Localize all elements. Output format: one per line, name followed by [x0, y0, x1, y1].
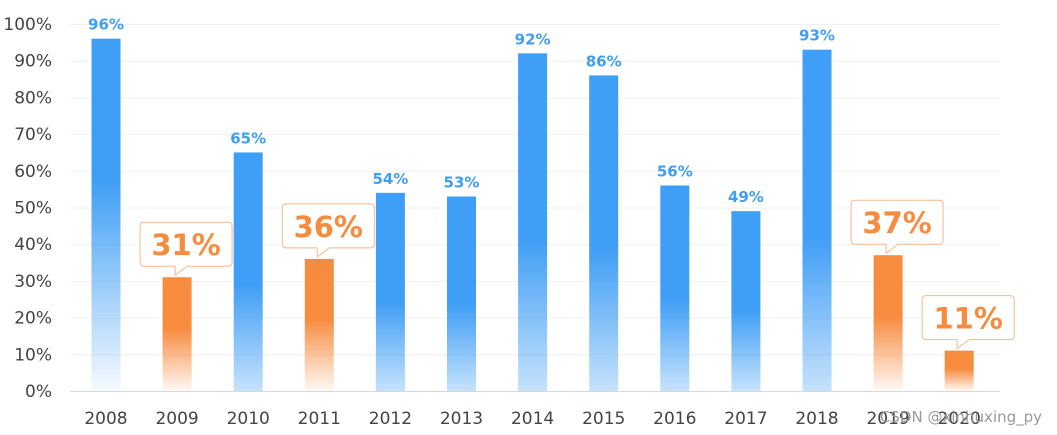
x-tick-label: 2019	[866, 409, 909, 429]
watermark: CSDN @xinhuxing_py	[880, 408, 1042, 427]
x-tick-label: 2017	[724, 409, 767, 429]
data-label: 56%	[657, 162, 693, 180]
bar	[91, 38, 121, 392]
x-tick-label: 2009	[155, 409, 198, 429]
x-tick-label: 2016	[653, 409, 696, 429]
y-tick-label: 100%	[3, 15, 52, 35]
data-label-highlighted: 11%	[933, 302, 1002, 336]
bar	[589, 75, 619, 391]
data-label-highlighted: 31%	[151, 228, 220, 262]
x-tick-label: 2018	[795, 409, 838, 429]
data-label: 96%	[88, 16, 124, 34]
data-label: 49%	[728, 188, 764, 206]
data-label: 54%	[372, 170, 408, 188]
bar-highlighted	[162, 277, 192, 391]
bars	[91, 38, 974, 392]
y-tick-label: 20%	[14, 309, 52, 329]
callout: 37%	[850, 199, 944, 255]
callout-box	[281, 203, 375, 258]
callout: 36%	[281, 203, 375, 258]
y-tick-label: 50%	[14, 199, 52, 219]
bar	[660, 185, 690, 391]
data-label-highlighted: 37%	[862, 206, 931, 240]
y-tick-label: 70%	[14, 125, 52, 145]
y-tick-label: 60%	[14, 162, 52, 182]
bar-highlighted	[944, 350, 974, 391]
bar	[518, 53, 548, 392]
x-axis-ticks: 2008 2009 2010 2011 2012 2013 2014 2015 2016 2017…	[84, 409, 980, 429]
y-tick-label: 80%	[14, 88, 52, 108]
x-tick-label: 2014	[511, 409, 554, 429]
data-label: 86%	[586, 52, 622, 70]
y-axis-ticks: 0% 10% 20% 30% 40% 50% 60% 70% 80% 90% 100%	[3, 15, 52, 402]
callout-box	[139, 221, 233, 277]
bar	[731, 211, 761, 391]
y-tick-label: 40%	[14, 235, 52, 255]
bar	[233, 152, 263, 391]
callout-box	[921, 295, 1015, 350]
data-labels: 96% 31% 65% 36% 54% 53% 92% 86% 56% 49% 93% 37% 11%	[88, 16, 1015, 350]
y-tick-label: 30%	[14, 272, 52, 292]
x-tick-label: 2008	[84, 409, 127, 429]
x-tick-label: 2013	[440, 409, 483, 429]
y-tick-label: 0%	[25, 382, 52, 402]
x-tick-label: 2012	[369, 409, 412, 429]
y-tick-label: 90%	[14, 52, 52, 72]
bar	[802, 49, 832, 391]
data-label: 53%	[444, 173, 480, 191]
x-tick-label: 2015	[582, 409, 625, 429]
bar	[375, 192, 405, 391]
bar	[447, 196, 476, 391]
data-label-highlighted: 36%	[294, 210, 363, 244]
data-label: 92%	[515, 30, 551, 48]
callout: 11%	[921, 295, 1015, 350]
data-label: 65%	[230, 129, 266, 147]
x-tick-label: 2011	[298, 409, 341, 429]
data-label: 93%	[799, 27, 835, 45]
bar-highlighted	[873, 255, 903, 391]
x-tick-label: 2020	[938, 409, 981, 429]
x-tick-label: 2010	[227, 409, 270, 429]
callout-box	[850, 199, 944, 255]
y-tick-label: 10%	[14, 345, 52, 365]
bar-highlighted	[304, 258, 334, 391]
callout: 31%	[139, 221, 233, 277]
